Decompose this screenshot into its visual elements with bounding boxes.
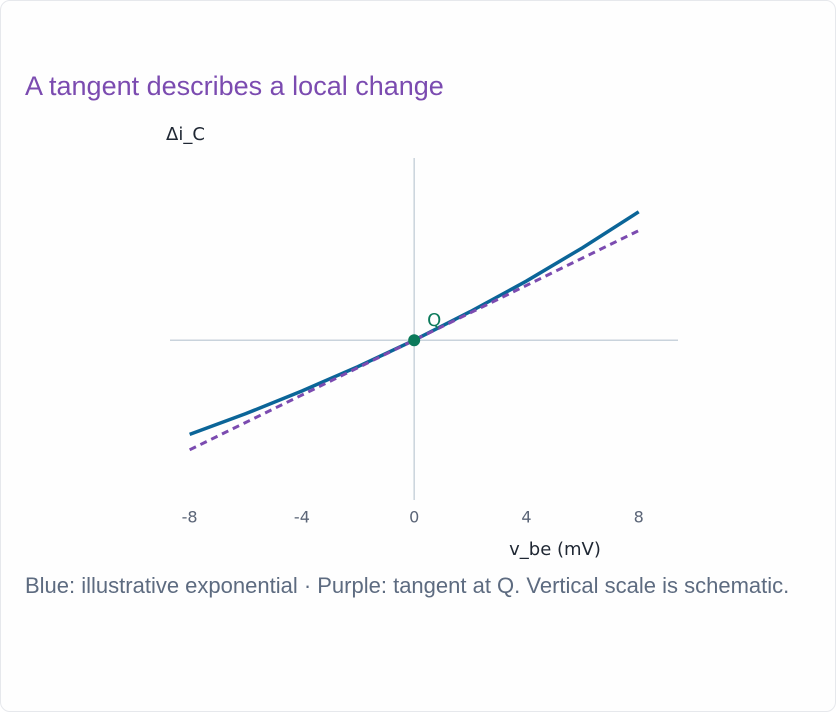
x-axis-label: v_be (mV) (509, 539, 601, 560)
x-tick-label: 8 (634, 508, 644, 527)
chart: A tangent describes a local change Δi_C … (25, 71, 678, 560)
y-axis-label: Δi_C (166, 124, 205, 145)
x-tick-label: -8 (182, 508, 198, 527)
chart-title: A tangent describes a local change (25, 71, 444, 101)
x-tick-label: -4 (294, 508, 310, 527)
caption: Blue: illustrative exponential · Purple:… (25, 573, 790, 598)
x-tick-label: 0 (409, 508, 419, 527)
operating-point (408, 334, 421, 347)
x-tick-label: 4 (521, 508, 531, 527)
point-label: Q (427, 310, 441, 331)
